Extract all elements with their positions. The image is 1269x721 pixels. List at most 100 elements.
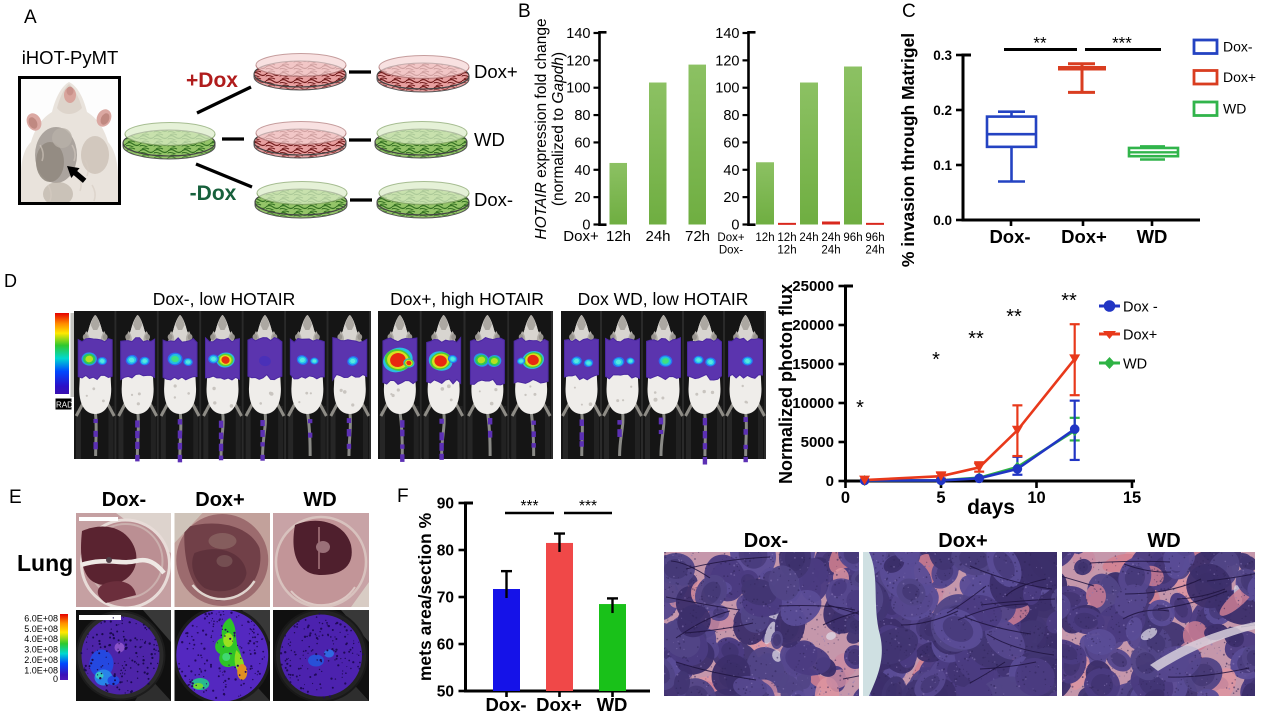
svg-text:Dox+: Dox+ — [717, 232, 744, 244]
svg-text:20: 20 — [574, 190, 590, 206]
svg-text:WD: WD — [1223, 101, 1246, 117]
svg-text:20000: 20000 — [792, 317, 834, 334]
svg-text:Dox+: Dox+ — [938, 530, 987, 552]
svg-text:60: 60 — [437, 637, 454, 654]
svg-text:(normalized to Gapdh): (normalized to Gapdh) — [550, 52, 567, 206]
svg-text:Dox+, high HOTAIR: Dox+, high HOTAIR — [390, 289, 544, 309]
svg-text:HOTAIR expression fold change: HOTAIR expression fold change — [533, 18, 550, 239]
svg-text:72h: 72h — [685, 228, 710, 245]
svg-text:100: 100 — [566, 81, 590, 97]
svg-text:C: C — [902, 1, 916, 22]
svg-text:96h: 96h — [865, 232, 884, 244]
svg-text:% invasion through Matrigel: % invasion through Matrigel — [898, 33, 918, 267]
svg-text:Dox+: Dox+ — [1223, 69, 1256, 85]
svg-text:0: 0 — [582, 218, 590, 234]
svg-text:15000: 15000 — [792, 356, 834, 373]
svg-text:-Dox: -Dox — [190, 182, 237, 205]
svg-text:1.0E+08: 1.0E+08 — [24, 665, 58, 675]
svg-text:Lung: Lung — [17, 550, 73, 576]
svg-text:Dox-: Dox- — [719, 245, 743, 257]
svg-text:**: ** — [1006, 306, 1022, 328]
svg-text:D: D — [4, 271, 17, 291]
svg-text:5.0E+08: 5.0E+08 — [24, 624, 58, 634]
svg-text:***: *** — [579, 498, 597, 515]
svg-text:*: * — [856, 397, 864, 419]
svg-text:0.0: 0.0 — [933, 213, 952, 228]
svg-text:Dox-: Dox- — [989, 226, 1030, 247]
svg-text:**: ** — [1061, 290, 1077, 312]
svg-text:0: 0 — [826, 473, 834, 490]
svg-text:Dox-: Dox- — [474, 189, 513, 210]
svg-text:Dox -: Dox - — [1123, 300, 1158, 316]
svg-text:0: 0 — [731, 218, 739, 234]
svg-text:40: 40 — [723, 163, 739, 179]
svg-text:70: 70 — [437, 590, 454, 607]
svg-text:40: 40 — [574, 163, 590, 179]
svg-text:Dox-: Dox- — [102, 489, 146, 511]
svg-text:24h: 24h — [821, 232, 840, 244]
svg-text:12h: 12h — [755, 232, 774, 244]
svg-text:80: 80 — [437, 543, 454, 560]
svg-text:Dox-: Dox- — [1223, 39, 1253, 55]
svg-text:24h: 24h — [799, 232, 818, 244]
svg-text:Dox-: Dox- — [485, 694, 526, 715]
svg-text:140: 140 — [715, 26, 739, 42]
svg-text:4.0E+08: 4.0E+08 — [24, 634, 58, 644]
svg-text:140: 140 — [566, 26, 590, 42]
svg-text:WD: WD — [1137, 226, 1168, 247]
svg-text:80: 80 — [574, 108, 590, 124]
svg-text:5000: 5000 — [801, 434, 834, 451]
svg-text:24h: 24h — [865, 245, 884, 257]
svg-text:96h: 96h — [843, 232, 862, 244]
svg-text:24h: 24h — [821, 245, 840, 257]
svg-text:Dox+: Dox+ — [474, 61, 518, 82]
svg-text:90: 90 — [437, 496, 454, 513]
svg-text:25000: 25000 — [792, 278, 834, 295]
svg-text:Dox+: Dox+ — [1061, 226, 1107, 247]
svg-text:0: 0 — [53, 674, 58, 684]
svg-text:60: 60 — [723, 135, 739, 151]
svg-text:B: B — [518, 1, 531, 22]
svg-text:WD: WD — [1147, 530, 1180, 552]
svg-text:Dox-, low HOTAIR: Dox-, low HOTAIR — [153, 289, 296, 309]
svg-text:0.3: 0.3 — [933, 48, 952, 63]
svg-text:Dox-: Dox- — [744, 530, 788, 552]
svg-text:Dox+: Dox+ — [195, 489, 244, 511]
svg-text:A: A — [24, 7, 37, 28]
svg-text:***: *** — [520, 498, 538, 515]
svg-text:0: 0 — [841, 489, 850, 507]
svg-text:Normalized photon flux: Normalized photon flux — [776, 284, 796, 484]
svg-text:6.0E+08: 6.0E+08 — [24, 614, 58, 624]
svg-text:12h: 12h — [606, 228, 631, 245]
svg-text:iHOT-PyMT: iHOT-PyMT — [22, 47, 119, 68]
svg-text:0.2: 0.2 — [933, 103, 952, 118]
svg-text:Dox WD, low HOTAIR: Dox WD, low HOTAIR — [578, 289, 749, 309]
svg-text:120: 120 — [566, 53, 590, 69]
svg-text:WD: WD — [303, 489, 336, 511]
svg-text:24h: 24h — [645, 228, 670, 245]
svg-text:**: ** — [1033, 34, 1047, 53]
svg-text:10: 10 — [1027, 489, 1045, 507]
svg-text:Dox+: Dox+ — [563, 228, 599, 245]
svg-text:RAD: RAD — [56, 401, 73, 410]
svg-text:***: *** — [1112, 34, 1132, 53]
svg-text:12h: 12h — [777, 245, 796, 257]
svg-text:3.0E+08: 3.0E+08 — [24, 645, 58, 655]
svg-text:**: ** — [968, 328, 984, 350]
svg-text:20: 20 — [723, 190, 739, 206]
svg-text:0.1: 0.1 — [933, 158, 952, 173]
svg-text:E: E — [9, 487, 22, 508]
svg-text:50: 50 — [437, 684, 454, 701]
svg-text:*: * — [932, 349, 940, 371]
svg-text:60: 60 — [574, 135, 590, 151]
svg-text:days: days — [967, 496, 1015, 519]
svg-text:F: F — [397, 486, 409, 507]
svg-text:120: 120 — [715, 53, 739, 69]
svg-text:2.0E+08: 2.0E+08 — [24, 655, 58, 665]
svg-text:12h: 12h — [777, 232, 796, 244]
svg-text:mets area/section %: mets area/section % — [415, 512, 435, 681]
svg-text:Dox+: Dox+ — [536, 694, 582, 715]
svg-text:Dox+: Dox+ — [1123, 328, 1157, 344]
svg-text:WD: WD — [1123, 357, 1147, 373]
svg-text:WD: WD — [597, 694, 628, 715]
